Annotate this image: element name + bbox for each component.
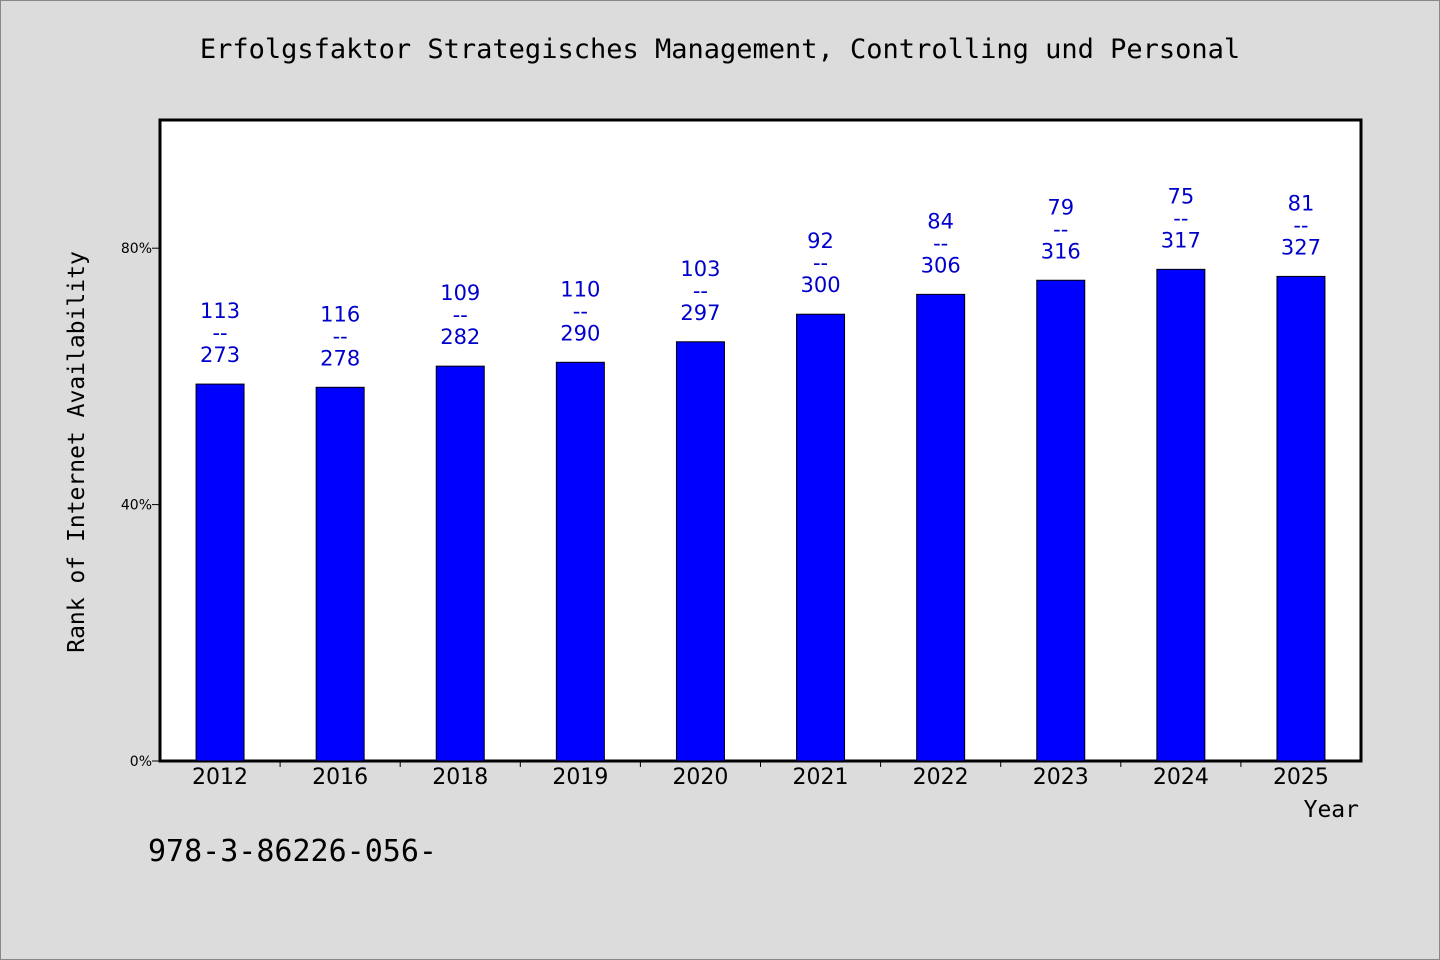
data-label-top: 113 — [200, 299, 240, 323]
x-tick-label: 2012 — [192, 765, 248, 790]
bar — [1276, 275, 1326, 762]
data-label-top: 75 — [1167, 184, 1194, 208]
chart-title: Erfolgsfaktor Strategisches Management, … — [199, 34, 1241, 65]
data-label-separator: -- — [1293, 213, 1308, 237]
data-label-separator: -- — [212, 321, 227, 345]
data-label-separator: -- — [693, 279, 708, 303]
y-tick-label: 80% — [121, 241, 152, 257]
data-label-top: 110 — [560, 277, 600, 301]
data-label-top: 103 — [680, 257, 720, 281]
bar — [435, 365, 485, 762]
data-label-bottom: 282 — [440, 325, 480, 349]
x-tick-label: 2020 — [672, 765, 728, 790]
bar — [555, 361, 605, 762]
data-label-separator: -- — [573, 299, 588, 323]
data-label-bottom: 297 — [680, 301, 720, 325]
bar — [195, 383, 245, 762]
data-label-separator: -- — [453, 303, 468, 327]
bar — [1036, 279, 1086, 762]
data-label-separator: -- — [813, 251, 828, 275]
data-label-bottom: 273 — [200, 343, 240, 367]
data-label-bottom: 300 — [801, 273, 841, 297]
data-label-bottom: 306 — [921, 253, 961, 277]
data-label-bottom: 317 — [1161, 228, 1201, 252]
data-label-top: 81 — [1288, 191, 1315, 215]
isbn-label: 978-3-86226-056- — [148, 834, 437, 869]
bar — [675, 341, 725, 762]
x-tick-label: 2025 — [1273, 765, 1329, 790]
bar — [315, 386, 365, 762]
x-tick-label: 2016 — [312, 765, 368, 790]
x-tick-label: 2023 — [1033, 765, 1089, 790]
data-label-separator: -- — [1053, 217, 1068, 241]
bar — [916, 293, 966, 762]
bar-group — [195, 268, 1326, 762]
bar — [1156, 268, 1206, 762]
x-axis-label: Year — [1304, 797, 1359, 823]
data-label-top: 84 — [927, 209, 954, 233]
x-axis: 2012 2016 2018 2019 2020 2021 2022 2023 2024 2025 — [192, 761, 1329, 790]
data-label-top: 79 — [1047, 195, 1074, 219]
data-label-top: 92 — [807, 229, 834, 253]
x-tick-label: 2022 — [913, 765, 969, 790]
bar — [796, 313, 846, 762]
x-tick-label: 2024 — [1153, 765, 1209, 790]
data-label-bottom: 290 — [560, 321, 600, 345]
y-axis-label: Rank of Internet Availability — [64, 251, 90, 653]
data-label-bottom: 278 — [320, 346, 360, 370]
y-tick-label: 40% — [121, 498, 152, 514]
data-label-bottom: 316 — [1041, 239, 1081, 263]
data-label-separator: -- — [933, 231, 948, 255]
data-label-top: 116 — [320, 302, 360, 326]
data-label-separator: -- — [333, 324, 348, 348]
y-tick-label: 0% — [130, 754, 152, 770]
x-tick-label: 2019 — [552, 765, 608, 790]
value-label-group: 113--273116--278109--282110--290103--297… — [200, 184, 1321, 370]
data-label-top: 109 — [440, 281, 480, 305]
data-label-bottom: 327 — [1281, 235, 1321, 259]
y-axis: 0% 40% 80% — [121, 241, 160, 770]
data-label-separator: -- — [1173, 206, 1188, 230]
x-tick-label: 2021 — [793, 765, 849, 790]
x-tick-label: 2018 — [432, 765, 488, 790]
